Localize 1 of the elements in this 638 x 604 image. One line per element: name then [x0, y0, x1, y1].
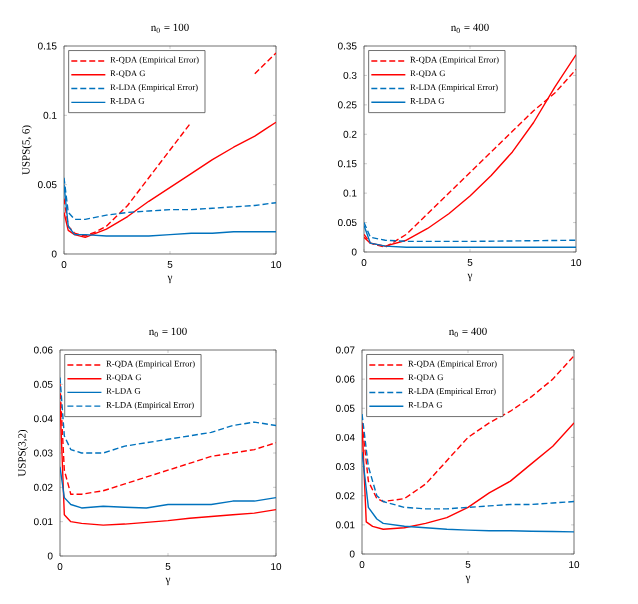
- line-series: [60, 376, 276, 454]
